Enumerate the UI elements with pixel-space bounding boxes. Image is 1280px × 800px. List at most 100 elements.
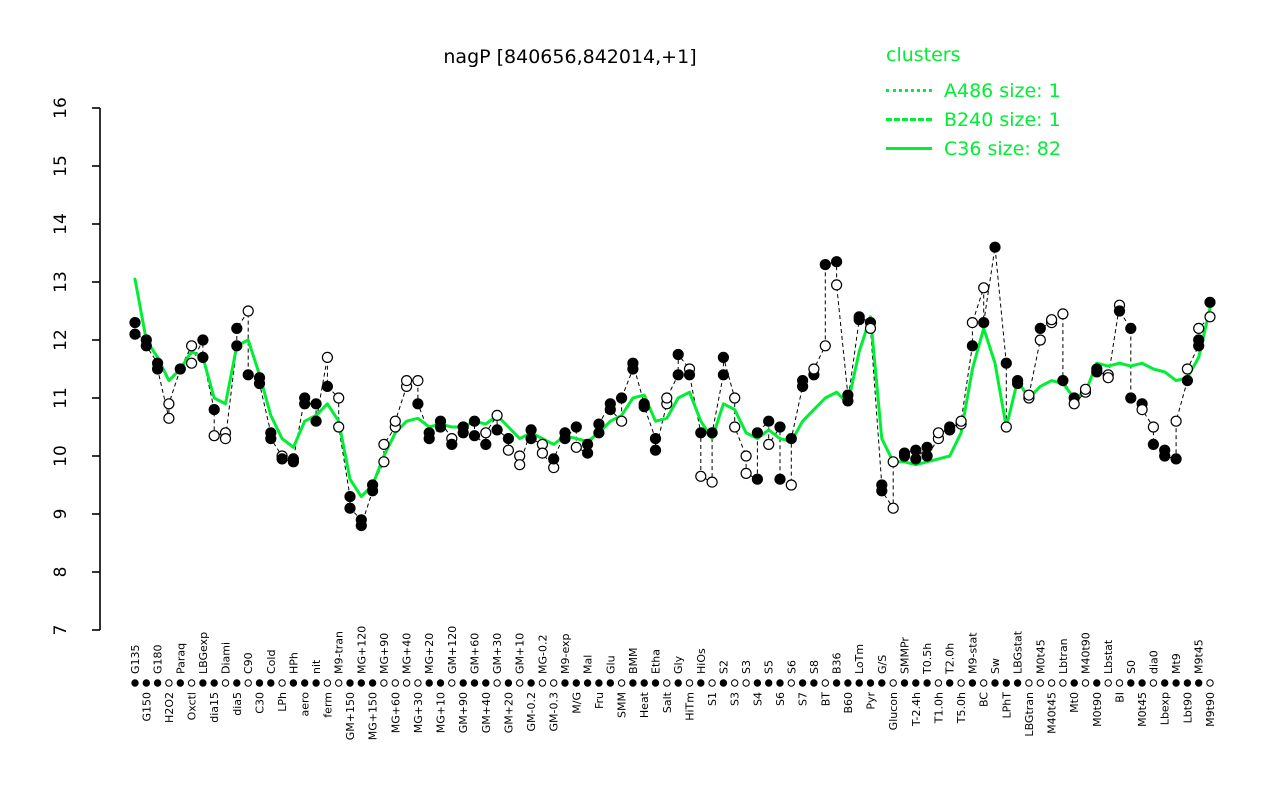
- condition-marker: [448, 679, 456, 687]
- condition-marker: [357, 679, 365, 687]
- data-point: [683, 369, 696, 381]
- x-axis-label: Lbexp: [1159, 692, 1172, 725]
- data-point: [265, 433, 277, 445]
- data-point: [242, 369, 254, 381]
- data-point: [887, 456, 899, 468]
- condition-marker: [980, 679, 988, 687]
- y-tick-label: 12: [51, 329, 71, 351]
- x-axis-label: HiOs: [695, 648, 708, 674]
- x-axis-label: MG+150: [367, 692, 380, 740]
- data-point: [129, 328, 141, 340]
- data-point: [763, 438, 775, 450]
- condition-marker: [629, 679, 637, 687]
- condition-marker: [1025, 679, 1033, 687]
- x-axis-label: M9-tran: [333, 631, 346, 674]
- x-axis-label: Gly: [672, 655, 685, 674]
- x-axis-label: T5.0h: [955, 692, 968, 724]
- data-point: [186, 340, 198, 352]
- data-point: [717, 369, 730, 381]
- data-point: [333, 421, 345, 433]
- x-axis-label: Sw: [989, 658, 1002, 674]
- x-axis-label: S5: [763, 660, 776, 674]
- condition-marker: [674, 679, 682, 687]
- data-point: [1170, 453, 1182, 465]
- data-points: [129, 241, 1216, 532]
- condition-marker: [900, 679, 909, 687]
- condition-marker: [1206, 679, 1214, 687]
- x-axis-label: MG+40: [401, 633, 414, 674]
- chart-title: nagP [840656,842014,+1]: [443, 46, 697, 68]
- condition-marker: [663, 679, 671, 687]
- condition-marker: [255, 679, 264, 687]
- x-axis-label: Lbt90: [1181, 692, 1194, 723]
- condition-marker: [142, 679, 151, 687]
- x-axis-label: Oxctl: [186, 692, 199, 720]
- data-point: [321, 380, 333, 392]
- condition-marker: [991, 679, 999, 687]
- x-axis-label: LBGexp: [197, 632, 210, 674]
- x-axis-label: M0t90: [1091, 692, 1104, 727]
- x-axis-label: nit: [310, 659, 323, 674]
- data-point: [197, 351, 209, 363]
- condition-marker: [131, 679, 139, 687]
- x-axis-label: LBGstat: [1012, 630, 1025, 674]
- data-point: [253, 377, 266, 390]
- x-axis-label: dia0: [1147, 650, 1160, 674]
- condition-marker: [312, 679, 320, 687]
- condition-marker: [878, 679, 886, 687]
- data-point: [1125, 322, 1137, 334]
- data-point: [706, 427, 718, 439]
- x-axis-label: M9-stat: [966, 632, 979, 674]
- data-point: [163, 412, 175, 424]
- condition-marker: [1002, 679, 1010, 687]
- condition-marker: [866, 679, 875, 687]
- data-point: [219, 433, 232, 445]
- x-axis-label: Mt9: [1170, 653, 1183, 674]
- condition-marker: [719, 679, 728, 687]
- y-axis: 7 8 9 10 11 12 13 14 15 16: [51, 97, 101, 635]
- x-axis-label: G135: [129, 644, 142, 674]
- data-point: [378, 456, 390, 468]
- data-point: [989, 241, 1001, 253]
- condition-marker: [810, 679, 818, 687]
- x-axis-label: G150: [140, 692, 153, 722]
- data-point: [536, 447, 549, 459]
- x-axis-label: aero: [299, 692, 312, 717]
- data-point: [740, 450, 752, 462]
- condition-marker: [323, 679, 332, 687]
- x-axis-label: ferm: [321, 692, 334, 718]
- data-point: [434, 415, 447, 427]
- condition-marker: [572, 679, 580, 687]
- data-point: [910, 453, 922, 465]
- condition-marker: [199, 679, 207, 687]
- x-axis-label: C30: [254, 692, 267, 714]
- x-axis-label: BMM: [627, 647, 640, 674]
- x-axis-label: T2.0h: [944, 643, 957, 675]
- data-point: [344, 491, 356, 503]
- condition-marker: [934, 679, 943, 687]
- data-point: [887, 502, 899, 514]
- data-point: [842, 395, 854, 407]
- data-point: [830, 256, 843, 268]
- data-point: [830, 279, 843, 291]
- x-axis-labels: G135 G150 G180 H2O2 Paraq Oxctl LBGexp dia15 Dia…: [129, 626, 1217, 740]
- condition-marker: [346, 679, 354, 687]
- data-point: [695, 427, 707, 439]
- data-point: [1034, 334, 1046, 346]
- x-axis-label: T0.5h: [921, 643, 934, 675]
- data-point: [978, 317, 990, 329]
- x-axis-label: LPh: [276, 692, 289, 712]
- condition-marker: [368, 679, 377, 687]
- x-axis-label: G180: [152, 644, 165, 674]
- condition-marker: [233, 679, 241, 687]
- y-tick-label: 13: [51, 271, 71, 293]
- x-axis-label: Mt0: [1068, 692, 1081, 713]
- data-point: [774, 473, 786, 485]
- condition-marker: [787, 679, 795, 687]
- data-point: [627, 357, 639, 369]
- legend-title: clusters: [886, 44, 961, 66]
- legend-item: B240 size: 1: [886, 105, 1061, 134]
- condition-marker: [1138, 679, 1146, 687]
- data-point: [491, 409, 503, 421]
